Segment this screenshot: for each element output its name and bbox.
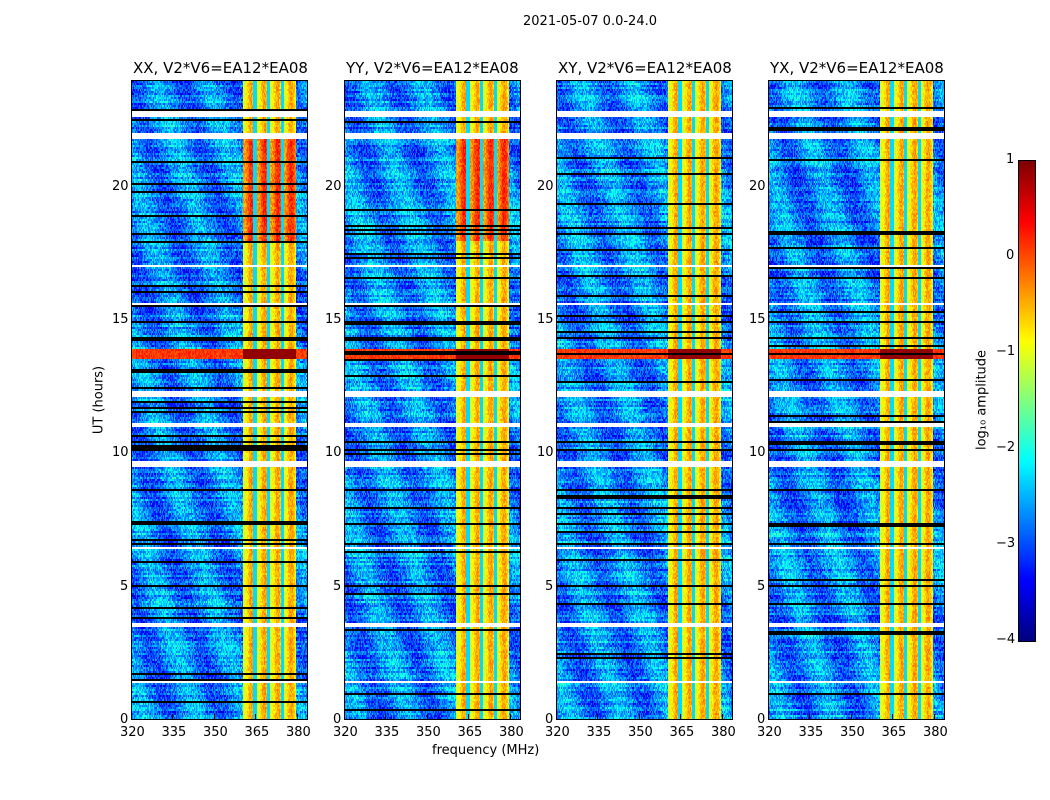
x-tick-label: 380 <box>285 725 311 740</box>
x-tick-label: 350 <box>627 725 653 740</box>
x-tick-mark <box>385 714 387 719</box>
y-tick-label: 5 <box>757 578 766 594</box>
x-tick-label: 335 <box>798 725 824 740</box>
y-tick-label: 10 <box>112 445 129 461</box>
y-tick-label: 15 <box>112 312 129 327</box>
y-tick-label: 20 <box>112 178 129 194</box>
x-tick-mark <box>131 714 132 719</box>
y-tick-label: 0 <box>757 712 766 727</box>
y-tick-label: 0 <box>120 712 129 727</box>
x-tick-label: 320 <box>120 725 145 740</box>
panel-2 <box>556 80 733 720</box>
colorbar-tick-label: −4 <box>996 632 1016 647</box>
x-tick-mark <box>426 714 428 719</box>
waterfall-heatmap <box>132 81 307 719</box>
figure-title: 2021-05-07 0.0-24.0 <box>523 14 657 29</box>
x-tick-label: 380 <box>922 725 948 740</box>
y-tick-label: 15 <box>749 312 766 327</box>
panel-3 <box>768 80 945 720</box>
y-tick-label: 20 <box>749 178 766 194</box>
x-tick-label: 335 <box>374 725 400 740</box>
x-tick-mark <box>850 714 852 719</box>
panel-title: YY, V2*V6=EA12*EA08 <box>346 59 519 77</box>
panel-title: XX, V2*V6=EA12*EA08 <box>133 59 308 77</box>
y-tick-label: 5 <box>333 578 342 594</box>
x-tick-label: 380 <box>498 725 524 740</box>
y-tick-label: 20 <box>537 178 554 194</box>
colorbar-tick-label: −3 <box>996 536 1016 551</box>
x-tick-label: 335 <box>161 725 187 740</box>
x-axis-label: frequency (MHz) <box>432 743 540 758</box>
x-tick-label: 320 <box>333 725 358 740</box>
x-tick-mark <box>255 714 257 719</box>
colorbar <box>1018 160 1036 642</box>
panel-title: XY, V2*V6=EA12*EA08 <box>558 59 732 77</box>
x-tick-label: 320 <box>757 725 782 740</box>
x-tick-mark <box>556 714 557 719</box>
colorbar-tick-label: −2 <box>996 440 1016 455</box>
waterfall-heatmap <box>769 81 944 719</box>
panel-1 <box>344 80 521 720</box>
y-axis-label: UT (hours) <box>91 365 107 435</box>
colorbar-tick-label: 1 <box>1006 152 1015 167</box>
x-tick-label: 365 <box>244 725 270 740</box>
y-tick-label: 0 <box>545 712 554 727</box>
y-tick-label: 5 <box>120 578 129 594</box>
x-tick-mark <box>296 714 298 719</box>
x-tick-mark <box>213 714 215 719</box>
x-tick-mark <box>597 714 599 719</box>
x-tick-mark <box>680 714 682 719</box>
x-tick-label: 350 <box>415 725 441 740</box>
x-tick-mark <box>344 714 345 719</box>
y-tick-label: 15 <box>537 312 554 327</box>
waterfall-heatmap <box>345 81 520 719</box>
panel-title: YX, V2*V6=EA12*EA08 <box>770 59 944 77</box>
x-tick-label: 380 <box>710 725 736 740</box>
x-tick-mark <box>638 714 640 719</box>
x-tick-label: 350 <box>202 725 228 740</box>
x-tick-mark <box>892 714 894 719</box>
x-tick-label: 335 <box>586 725 612 740</box>
x-tick-label: 365 <box>457 725 483 740</box>
x-tick-mark <box>468 714 470 719</box>
colorbar-label: log₁₀ amplitude <box>974 349 990 451</box>
y-tick-label: 10 <box>537 445 554 461</box>
x-tick-label: 350 <box>839 725 865 740</box>
y-tick-label: 0 <box>333 712 342 727</box>
x-tick-label: 365 <box>881 725 907 740</box>
colorbar-tick-label: 0 <box>1006 248 1015 263</box>
y-tick-label: 15 <box>325 312 342 327</box>
waterfall-heatmap <box>557 81 732 719</box>
y-tick-label: 10 <box>325 445 342 461</box>
x-tick-label: 320 <box>545 725 570 740</box>
x-tick-mark <box>933 714 935 719</box>
y-tick-label: 20 <box>325 178 342 194</box>
x-tick-mark <box>768 714 769 719</box>
x-tick-mark <box>509 714 511 719</box>
y-tick-label: 10 <box>749 445 766 461</box>
x-tick-label: 365 <box>669 725 695 740</box>
x-tick-mark <box>809 714 811 719</box>
x-tick-mark <box>172 714 174 719</box>
x-tick-mark <box>721 714 723 719</box>
panel-0 <box>131 80 308 720</box>
colorbar-tick-label: −1 <box>996 344 1016 359</box>
y-tick-label: 5 <box>545 578 554 594</box>
